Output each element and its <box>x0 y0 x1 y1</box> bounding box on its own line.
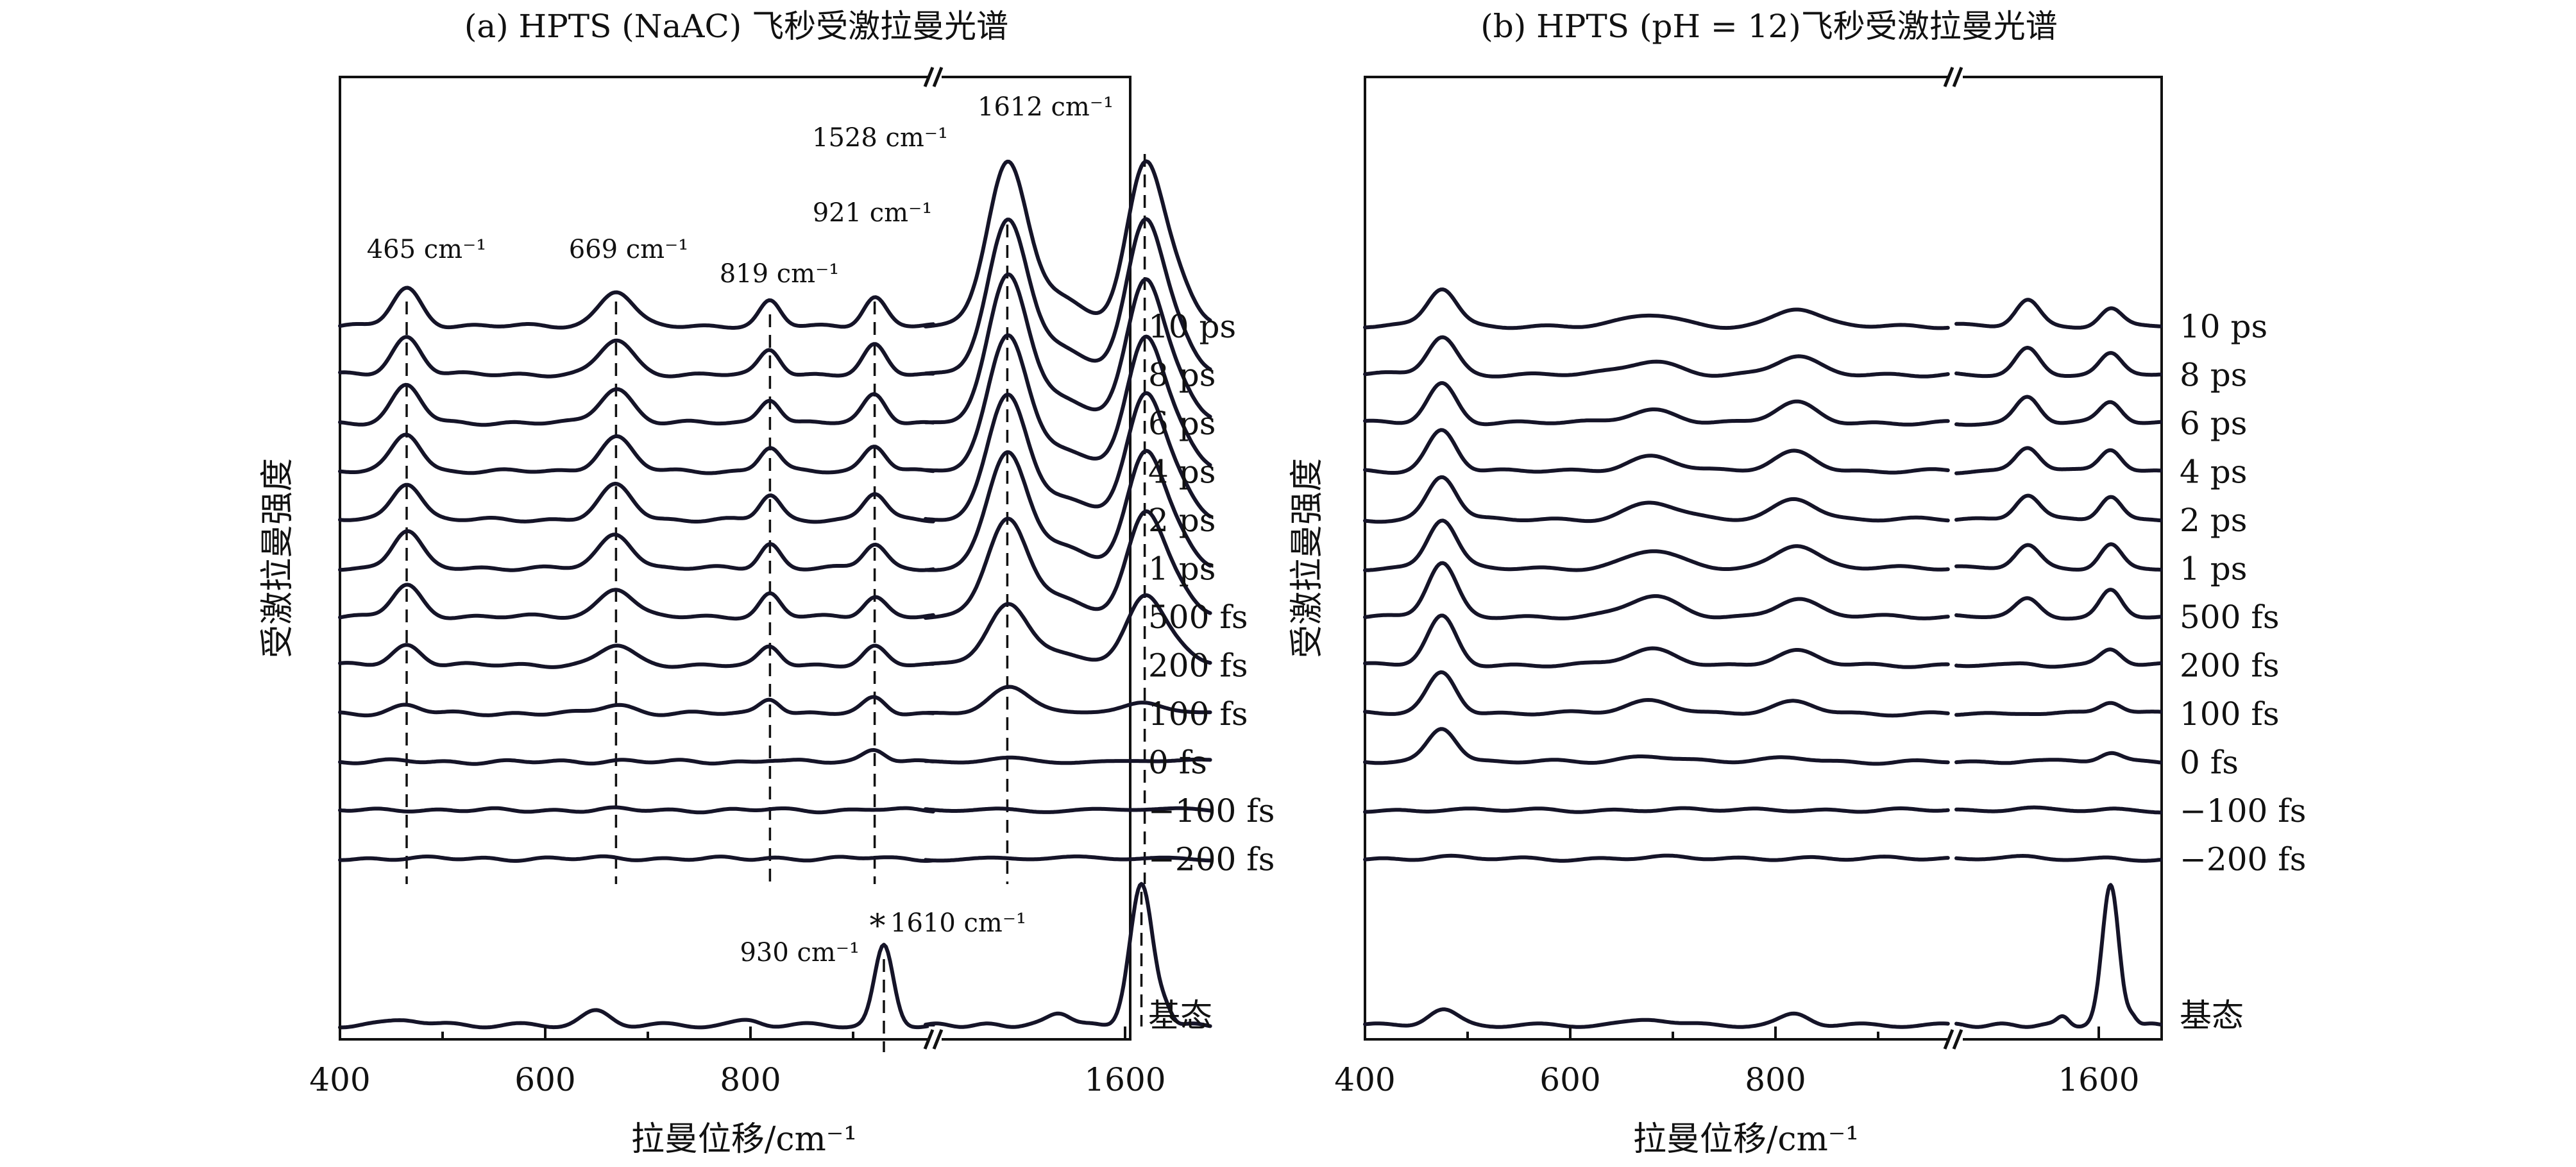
panel-b-break-mark-bottom-1 <box>1952 1029 1963 1050</box>
panel-a-delay-labels: 10 ps 8 ps 6 ps 4 ps 2 ps 1 ps 500 fs 200 fs 100… <box>1148 308 1275 1034</box>
panel-b-trace-200-fs <box>1363 613 2163 669</box>
panel-a-peak-annotation-1: 669 cm⁻¹ <box>569 235 689 264</box>
panel-a-traces <box>338 159 1212 1030</box>
panel-b-delay-labels: 10 ps 8 ps 6 ps 4 ps 2 ps 1 ps 500 fs 200 fs 100… <box>2180 308 2306 1034</box>
panel-b-trace-4-ps <box>1363 428 2163 475</box>
panel-b-delay-label-500-fs: 500 fs <box>2180 599 2280 636</box>
panel-a-peak-annotation-3: 921 cm⁻¹ <box>813 198 933 228</box>
panel-a-axis-break <box>923 64 944 1052</box>
panel-b-trace-8-ps <box>1363 335 2163 379</box>
panel-a-dashed-markers <box>405 154 1146 1052</box>
panel-b-title: (b) HPTS (pH = 12)飞秒受激拉曼光谱 <box>1480 8 2058 45</box>
panel-a-peak-annotations: 465 cm⁻¹ 669 cm⁻¹ 819 cm⁻¹ 921 cm⁻¹ 1528 cm⁻… <box>367 92 1114 967</box>
panel-b-tick-label-400: 400 <box>1334 1061 1395 1098</box>
panel-a-break-mark-bottom-1 <box>932 1029 944 1050</box>
panel-a-delay-label-6-ps: 6 ps <box>1148 405 1216 442</box>
panel-b-break-mark-bottom-0 <box>1943 1029 1954 1050</box>
panel-b-trace-minus-200-fs <box>1363 853 2163 863</box>
panel-a-tick-label-1600: 1600 <box>1084 1061 1165 1098</box>
panel-a-break-mark-bottom-0 <box>923 1029 935 1050</box>
panel-b-x-label: 拉曼位移/cm⁻¹ <box>1633 1120 1859 1159</box>
panel-a-tick-label-400: 400 <box>309 1061 370 1098</box>
panel-a-peak-annotation-0: 465 cm⁻¹ <box>367 235 487 264</box>
panel-a-delay-label-200-fs: 200 fs <box>1148 647 1248 685</box>
panel-a-trace-8-ps <box>338 217 1212 379</box>
panel-b-trace-500-fs <box>1363 561 2163 621</box>
panel-a-trace-ground-state <box>338 882 1212 1030</box>
panel-a-delay-label-minus-100-fs: −100 fs <box>1148 792 1275 830</box>
panel-a-break-mark-top-0 <box>923 67 935 87</box>
panel-a-trace-0-fs <box>338 748 1212 766</box>
panel-b-delay-label-200-fs: 200 fs <box>2180 647 2280 685</box>
panel-a-delay-label-10-ps: 10 ps <box>1148 308 1236 345</box>
panel-a-delay-label-ground-state: 基态 <box>1148 997 1212 1034</box>
panel-a-trace-10-ps <box>338 159 1212 330</box>
panel-a-tick-label-600: 600 <box>514 1061 575 1098</box>
panel-a-peak-annotation-2: 819 cm⁻¹ <box>720 259 840 289</box>
panel-a-title: (a) HPTS (NaAC) 飞秒受激拉曼光谱 <box>464 8 1008 45</box>
panel-a-trace-minus-200-fs <box>338 854 1212 863</box>
panel-b-tick-label-1600: 1600 <box>2058 1061 2139 1098</box>
panel-a-ground-annotation-1: * <box>870 907 886 944</box>
panel-a: (a) HPTS (NaAC) 飞秒受激拉曼光谱 400 600 800 1600 1… <box>258 8 1275 1159</box>
panel-b-delay-label-100-fs: 100 fs <box>2180 695 2280 733</box>
panel-b-delay-label-8-ps: 8 ps <box>2180 357 2247 394</box>
panel-a-ground-annotation-2: 1610 cm⁻¹ <box>890 908 1026 938</box>
panel-b-delay-label-1-ps: 1 ps <box>2180 550 2247 588</box>
panel-a-ground-annotation-0: 930 cm⁻¹ <box>740 938 860 967</box>
panel-a-trace-6-ps <box>338 272 1212 427</box>
panel-b-delay-label-minus-200-fs: −200 fs <box>2180 841 2306 878</box>
panel-a-tick-label-800: 800 <box>720 1061 781 1098</box>
panel-a-delay-label-2-ps: 2 ps <box>1148 502 1216 539</box>
panel-b-y-label: 受激拉曼强度 <box>1288 458 1326 658</box>
panel-a-x-label: 拉曼位移/cm⁻¹ <box>631 1120 857 1159</box>
panel-b-tick-label-800: 800 <box>1745 1061 1806 1098</box>
panel-a-trace-1-ps <box>338 448 1212 572</box>
panel-a-delay-label-8-ps: 8 ps <box>1148 357 1216 394</box>
panel-b-break-mark-top-1 <box>1952 67 1963 87</box>
panel-a-delay-label-500-fs: 500 fs <box>1148 599 1248 636</box>
panel-b-delay-label-ground-state: 基态 <box>2180 997 2244 1034</box>
panel-a-delay-label-0-fs: 0 fs <box>1148 744 1207 781</box>
panel-b-delay-label-0-fs: 0 fs <box>2180 744 2239 781</box>
panel-b-tick-label-600: 600 <box>1539 1061 1600 1098</box>
panel-a-break-mark-top-1 <box>932 67 944 87</box>
panel-a-delay-label-4-ps: 4 ps <box>1148 454 1216 491</box>
panel-a-delay-label-1-ps: 1 ps <box>1148 550 1216 588</box>
panel-a-trace-minus-100-fs <box>338 805 1212 815</box>
panel-b-trace-2-ps <box>1363 475 2163 524</box>
panel-b-delay-label-6-ps: 6 ps <box>2180 405 2247 442</box>
panel-a-trace-200-fs <box>338 593 1212 669</box>
panel-a-trace-4-ps <box>338 333 1212 475</box>
panel-b-trace-100-fs <box>1363 670 2163 718</box>
panel-b-delay-label-2-ps: 2 ps <box>2180 502 2247 539</box>
panel-b-delay-label-minus-100-fs: −100 fs <box>2180 792 2306 830</box>
panel-b-trace-1-ps <box>1363 518 2163 572</box>
panel-a-peak-annotation-5: 1612 cm⁻¹ <box>978 92 1114 122</box>
panel-b-delay-label-10-ps: 10 ps <box>2180 308 2267 345</box>
panel-a-delay-label-minus-200-fs: −200 fs <box>1148 841 1275 878</box>
panel-a-trace-500-fs <box>338 509 1212 621</box>
panel-b-traces <box>1363 287 2163 1029</box>
panel-b-axis-break <box>1943 64 1963 1052</box>
panel-b-trace-ground-state <box>1363 883 2163 1029</box>
panel-a-y-label: 受激拉曼强度 <box>258 458 297 658</box>
panel-b-frame <box>1364 76 2163 1041</box>
panel-b: (b) HPTS (pH = 12)飞秒受激拉曼光谱 400 600 800 1600… <box>1288 8 2306 1159</box>
panel-a-trace-100-fs <box>338 685 1212 718</box>
panel-b-delay-label-4-ps: 4 ps <box>2180 454 2247 491</box>
panel-b-trace-6-ps <box>1363 381 2163 427</box>
panel-b-trace-10-ps <box>1363 287 2163 330</box>
panel-b-x-ticks: 400 600 800 1600 <box>1334 1026 2140 1098</box>
panel-a-peak-annotation-4: 1528 cm⁻¹ <box>812 123 948 153</box>
panel-b-trace-minus-100-fs <box>1363 805 2163 815</box>
panel-b-trace-0-fs <box>1363 727 2163 766</box>
panel-b-break-mark-top-0 <box>1943 67 1954 87</box>
panel-a-x-ticks: 400 600 800 1600 <box>309 1026 1166 1098</box>
panel-a-delay-label-100-fs: 100 fs <box>1148 695 1248 733</box>
panel-a-trace-2-ps <box>338 391 1212 524</box>
panel-a-frame <box>339 76 1131 1041</box>
